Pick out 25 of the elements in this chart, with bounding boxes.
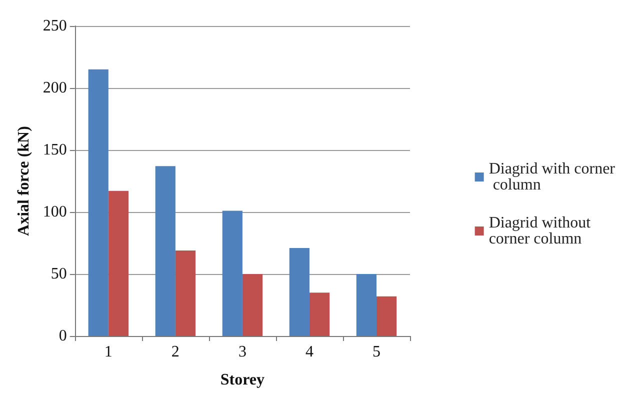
bar — [88, 69, 108, 336]
x-tick-label: 3 — [238, 344, 246, 360]
y-tick-label: 50 — [50, 266, 67, 282]
x-tick-label: 5 — [372, 344, 380, 360]
y-tick-label: 250 — [42, 18, 67, 34]
bar — [289, 248, 310, 336]
legend-label: Diagrid without corner column — [488, 214, 592, 248]
bar — [155, 166, 176, 336]
bar — [309, 292, 330, 336]
y-tick-label: 150 — [42, 142, 67, 158]
y-tick-label: 200 — [42, 80, 67, 96]
bar — [242, 274, 263, 336]
x-tick-label: 2 — [171, 344, 180, 360]
y-tick-label: 100 — [42, 204, 67, 220]
bar — [356, 274, 376, 336]
legend-label: Diagrid with corner column — [488, 160, 616, 194]
bar — [376, 296, 397, 336]
y-axis-title: Axial force (kN) — [16, 126, 32, 236]
x-tick-label: 1 — [104, 344, 112, 360]
y-tick-label: 0 — [58, 328, 67, 344]
bar — [108, 190, 129, 336]
x-tick-label: 4 — [305, 344, 314, 360]
bar — [222, 210, 242, 336]
x-axis-title: Storey — [220, 372, 265, 388]
bar — [175, 250, 196, 336]
